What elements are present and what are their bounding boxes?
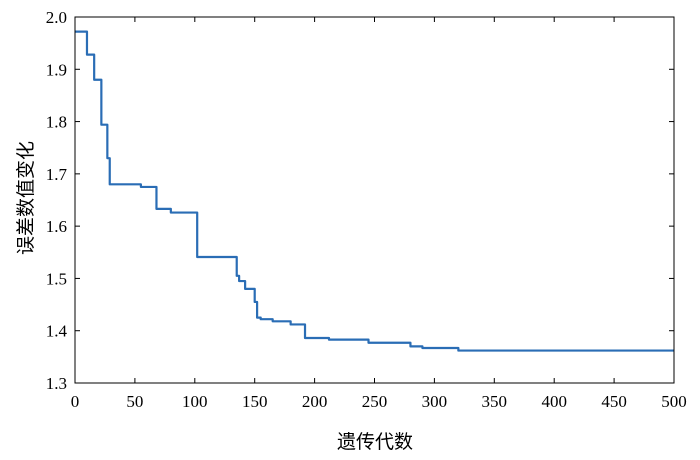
- y-tick-label: 1.4: [46, 322, 68, 341]
- series-line-0: [75, 30, 674, 352]
- x-tick-label: 0: [71, 392, 80, 411]
- x-tick-label: 200: [302, 392, 328, 411]
- y-tick-label: 1.3: [46, 374, 67, 393]
- x-tick-label: 500: [661, 392, 687, 411]
- y-tick-label: 1.5: [46, 269, 67, 288]
- plot-frame: [74, 16, 675, 384]
- chart-marks: [75, 30, 674, 352]
- y-tick-label: 2.0: [46, 8, 67, 27]
- y-axis-label: 误差数值变化: [15, 141, 37, 255]
- x-tick-label: 400: [541, 392, 567, 411]
- y-tick-label: 1.9: [46, 60, 67, 79]
- x-axis-label: 遗传代数: [337, 431, 413, 453]
- y-tick-label: 1.6: [46, 217, 67, 236]
- x-tick-label: 50: [126, 392, 143, 411]
- y-tick-label: 1.8: [46, 113, 67, 132]
- x-tick-label: 150: [242, 392, 268, 411]
- x-tick-label: 100: [182, 392, 208, 411]
- x-tick-label: 300: [422, 392, 448, 411]
- x-tick-label: 250: [362, 392, 388, 411]
- y-tick-label: 1.7: [46, 165, 68, 184]
- x-tick-label: 450: [601, 392, 627, 411]
- x-tick-label: 350: [482, 392, 508, 411]
- axis-ticks: 0 50 100 150 200 250 300 350 400 450 500 1.3 1.4 1.5 1…: [46, 8, 687, 411]
